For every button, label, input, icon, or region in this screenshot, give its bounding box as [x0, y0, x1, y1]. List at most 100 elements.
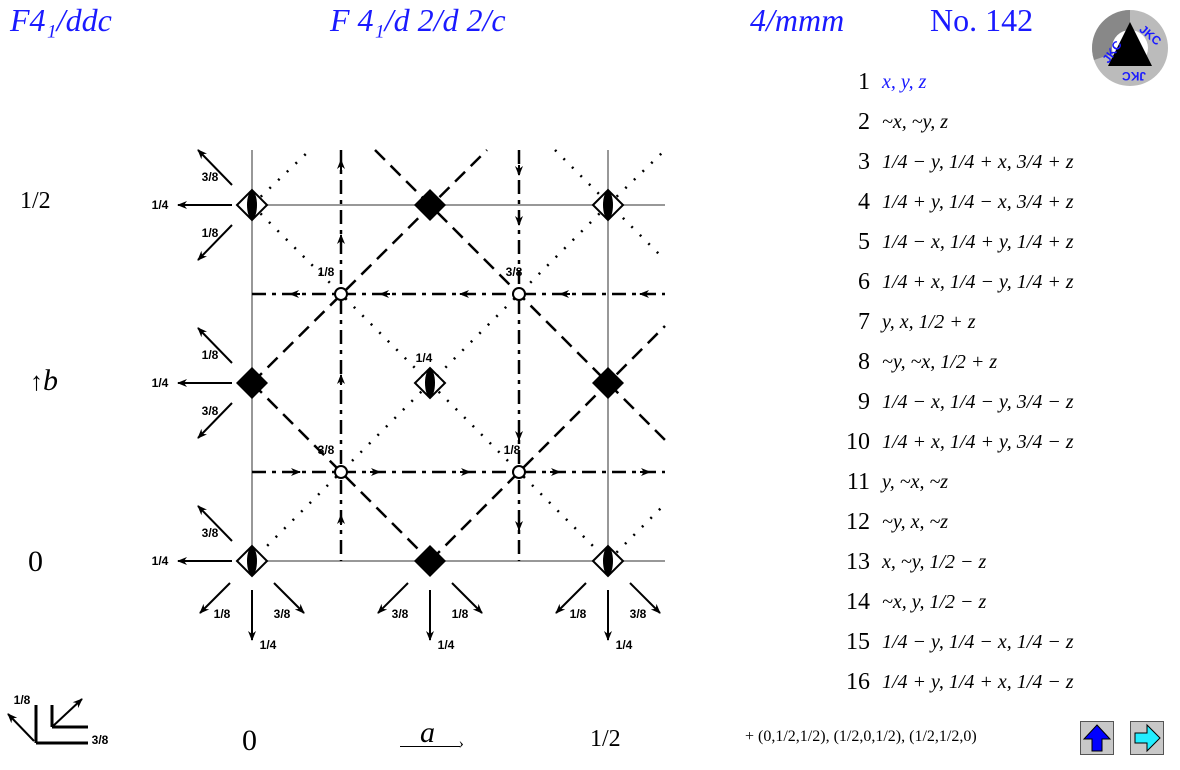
position-row: 14 ~x, y, 1/2 − z [820, 582, 986, 622]
height-label: 1/4 [438, 638, 455, 652]
height-label: 3/8 [202, 404, 219, 418]
position-expression: 1/4 + y, 1/4 − x, 3/4 + z [882, 190, 1074, 213]
arrow [199, 582, 231, 614]
position-number: 14 [846, 588, 870, 615]
x-zero-label: 0 [242, 724, 257, 757]
screw-axis-symbol [414, 545, 446, 577]
position-expression: 1/4 − y, 1/4 − x, 1/4 − z [882, 630, 1074, 653]
height-label: 3/8 [506, 265, 523, 279]
arrow-up-icon [1082, 724, 1112, 752]
position-expression: ~x, ~y, z [882, 110, 949, 133]
inversion-center-icon [334, 287, 348, 301]
height-label: 1/4 [152, 554, 169, 568]
up-button[interactable] [1080, 721, 1114, 755]
lens-icon [247, 191, 257, 219]
height-label: 3/8 [392, 607, 409, 621]
height-label: 1/4 [152, 198, 169, 212]
position-row: 12 ~y, x, ~z [820, 502, 948, 542]
inversion-center-icon [512, 465, 526, 479]
x-half-label: 1/2 [590, 726, 621, 752]
height-label: 3/8 [318, 443, 335, 457]
arrow [451, 582, 483, 614]
position-number: 2 [858, 108, 870, 135]
d-glide-line [429, 325, 666, 562]
position-row: 10 1/4 + x, 1/4 + y, 3/4 − z [820, 422, 1074, 462]
position-number: 6 [858, 268, 870, 295]
position-row: 11 y, ~x, ~z [820, 462, 948, 502]
position-expression: x, ~y, 1/2 − z [882, 550, 987, 573]
arrow [197, 505, 233, 542]
position-number: 3 [858, 148, 870, 175]
height-label: 1/8 [202, 348, 219, 362]
arrow [197, 402, 233, 439]
position-number: 15 [846, 628, 870, 655]
position-row: 4 1/4 + y, 1/4 − x, 3/4 + z [820, 182, 1074, 222]
height-label: 1/4 [152, 376, 169, 390]
position-row: 2 ~x, ~y, z [820, 102, 948, 142]
position-expression: ~x, y, 1/2 − z [882, 590, 987, 613]
arrow-right-icon [1134, 723, 1161, 753]
next-button[interactable] [1130, 721, 1164, 755]
position-row: 15 1/4 − y, 1/4 − x, 1/4 − z [820, 622, 1074, 662]
height-label: 3/8 [202, 170, 219, 184]
short-symbol: F4₁/ddc [10, 2, 112, 38]
position-expression: 1/4 + x, 1/4 − y, 1/4 + z [882, 270, 1074, 293]
position-number: 7 [858, 308, 870, 335]
height-label: 1/4 [260, 638, 277, 652]
arrow [629, 582, 661, 614]
position-expression: ~y, ~x, 1/2 + z [882, 350, 998, 373]
position-row: 5 1/4 − x, 1/4 + y, 1/4 + z [820, 222, 1074, 262]
mirror-line [607, 149, 666, 206]
position-number: 5 [858, 228, 870, 255]
position-row: 9 1/4 − x, 1/4 − y, 3/4 − z [820, 382, 1074, 422]
position-number: 11 [846, 468, 870, 495]
height-label: 3/8 [202, 526, 219, 540]
full-symbol: F 4₁/d 2/d 2/c [330, 2, 506, 38]
a-axis-label: a › [400, 716, 464, 752]
position-number: 12 [846, 508, 870, 535]
position-number: 13 [846, 548, 870, 575]
position-number: 4 [858, 188, 870, 215]
height-label: 1/8 [318, 265, 335, 279]
position-row: 13 x, ~y, 1/2 − z [820, 542, 986, 582]
lens-icon [603, 547, 613, 575]
space-group-number: No. 142 [930, 2, 1034, 38]
height-label: 3/8 [630, 607, 647, 621]
position-expression: 1/4 − x, 1/4 − y, 3/4 − z [882, 390, 1074, 413]
arrow [197, 327, 233, 364]
position-number: 8 [858, 348, 870, 375]
position-row: 8 ~y, ~x, 1/2 + z [820, 342, 997, 382]
position-expression: x, y, z [882, 70, 927, 93]
height-label: 1/8 [202, 226, 219, 240]
svg-text:JKC: JKC [1122, 69, 1146, 83]
position-expression: 1/4 − y, 1/4 + x, 3/4 + z [882, 150, 1074, 173]
inversion-center-icon [334, 465, 348, 479]
position-expression: y, ~x, ~z [882, 470, 949, 493]
screw-axis-symbol [414, 189, 446, 221]
position-expression: 1/4 + x, 1/4 + y, 3/4 − z [882, 430, 1074, 453]
arrow [273, 582, 305, 614]
screw-axis-symbol [592, 367, 624, 399]
jkc-logo[interactable]: JKC JKC JKC [1088, 8, 1172, 88]
position-row: 6 1/4 + x, 1/4 − y, 1/4 + z [820, 262, 1074, 302]
b-axis-letter: b [43, 364, 58, 397]
mirror-line [251, 149, 311, 206]
arrow [197, 224, 233, 261]
arrow [7, 713, 35, 742]
a-axis-letter: a [420, 716, 435, 749]
arrow [377, 582, 409, 614]
position-number: 10 [846, 428, 870, 455]
height-label: 1/8 [214, 607, 231, 621]
mirror-line [554, 149, 666, 261]
position-row: 3 1/4 − y, 1/4 + x, 3/4 + z [820, 142, 1074, 182]
legend-label: 3/8 [92, 733, 109, 747]
inversion-center-icon [512, 287, 526, 301]
arrow [197, 149, 233, 186]
screw-axis-symbol [236, 367, 268, 399]
height-label: 1/4 [616, 638, 633, 652]
height-label: 3/8 [274, 607, 291, 621]
height-label: 1/4 [416, 351, 433, 365]
b-axis-label: ↑b [30, 364, 58, 397]
y-zero-label: 0 [28, 545, 43, 578]
